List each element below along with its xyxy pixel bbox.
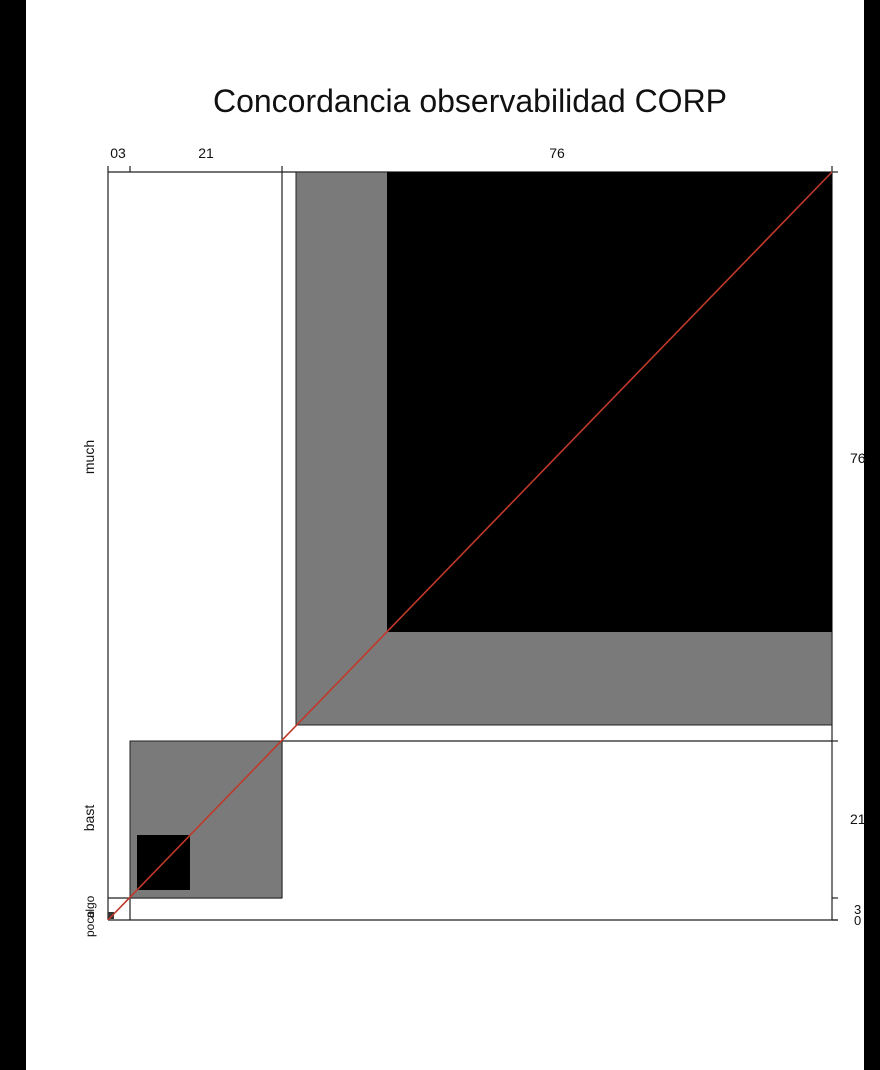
right-tick-label: 0	[854, 913, 861, 928]
diagonal-reference-line	[107, 171, 833, 921]
left-category-label-much: much	[81, 440, 97, 474]
right-tick-label: 21	[850, 811, 866, 827]
right-tick-label: 76	[850, 450, 866, 466]
top-tick-label: 21	[198, 145, 214, 161]
top-tick-label: 76	[549, 145, 565, 161]
chart-title: Concordancia observabilidad CORP	[213, 83, 727, 119]
top-tick-label: 03	[110, 145, 126, 161]
algo-exact-agreement	[108, 912, 114, 919]
left-category-label-bast: bast	[81, 805, 97, 832]
left-category-label-algo: algo	[83, 895, 97, 918]
left-category-label-poco: poco	[83, 911, 97, 937]
right-tick-label: 3	[854, 902, 861, 917]
